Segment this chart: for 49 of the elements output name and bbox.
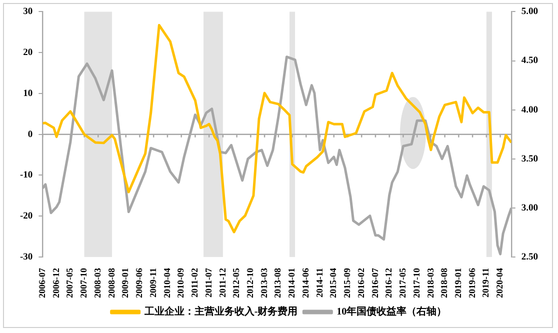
x-tick-label: 2013-08 [272,268,283,298]
x-tick-label: 2009-11 [148,268,158,298]
x-tick-label: 2012-10 [245,268,255,298]
x-tick-label: 2006-07 [36,268,47,298]
x-tick-label: 2007-10 [78,268,89,298]
x-tick-label: 2018-08 [439,268,450,298]
x-tick-label: 2016-12 [384,268,394,298]
y2-tick-label: 2.50 [521,252,538,262]
x-tick-label: 2007-05 [64,268,75,298]
x-tick-label: 2008-08 [106,268,116,298]
y-tick-label: 0 [28,130,33,140]
y-tick-label: 20 [23,48,33,58]
x-tick-label: 2017-10 [411,268,422,298]
x-tick-label: 2013-03 [258,268,269,298]
legend-label: 工业企业：主营业务收入-财务费用 [143,306,298,318]
y2-tick-label: 3.50 [521,154,538,164]
y2-tick-label: 3.00 [521,203,538,214]
x-tick-label: 2016-02 [356,268,366,298]
x-tick-label: 2020-04 [494,268,505,298]
x-tick-label: 2011-07 [203,268,214,298]
y-tick-label: 10 [23,88,33,99]
y2-tick-label: 4.50 [521,56,538,66]
y-tick-label: -30 [20,252,33,262]
x-tick-label: 2006-12 [50,268,61,298]
x-tick-label: 2009-06 [134,268,144,298]
x-tick-label: 2016-07 [370,268,380,298]
x-tick-label: 2019-01 [453,268,464,298]
y2-tick-label: 5.00 [521,7,538,18]
y-tick-label: -10 [20,170,33,181]
x-tick-label: 2009-01 [120,268,130,298]
y-tick-label: 30 [23,7,33,18]
x-tick-label: 2012-05 [231,268,242,298]
x-tick-label: 2015-04 [328,268,338,298]
x-tick-label: 2018-03 [425,268,436,298]
x-tick-label: 2015-09 [342,268,352,298]
x-tick-label: 2017-05 [398,268,408,298]
x-tick-label: 2019-06 [466,268,477,298]
x-tick-label: 2011-12 [217,268,228,298]
x-tick-label: 2011-02 [190,268,200,298]
x-tick-label: 2014-06 [300,268,310,298]
x-tick-label: 2019-11 [480,268,491,298]
x-tick-label: 2014-11 [314,268,324,298]
x-tick-label: 2010-04 [162,268,172,298]
x-tick-label: 2008-03 [92,268,102,298]
x-tick-label: 2014-01 [286,268,297,298]
y2-tick-label: 4.00 [521,105,538,116]
y-tick-label: -20 [20,212,33,222]
legend-label: 10年国债收益率（右轴） [336,306,447,318]
x-tick-label: 2010-09 [176,268,186,298]
